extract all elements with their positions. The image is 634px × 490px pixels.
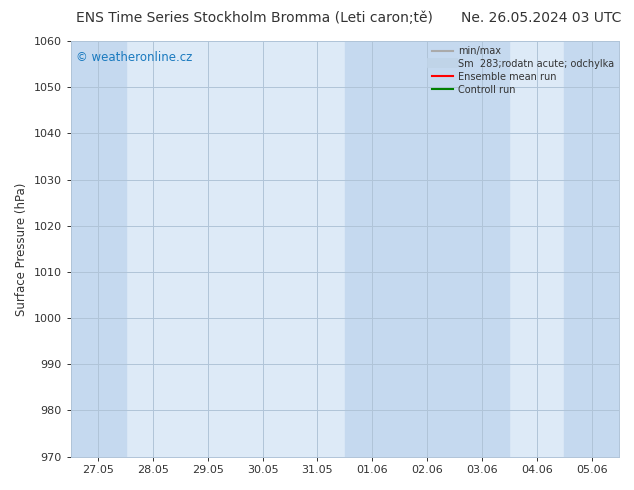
Bar: [564, 41, 619, 457]
Bar: [399, 41, 455, 457]
Text: © weatheronline.cz: © weatheronline.cz: [76, 51, 193, 65]
Bar: [345, 41, 399, 457]
Text: Ne. 26.05.2024 03 UTC: Ne. 26.05.2024 03 UTC: [461, 11, 621, 25]
Legend: min/max, Sm  283;rodatn acute; odchylka, Ensemble mean run, Controll run: min/max, Sm 283;rodatn acute; odchylka, …: [432, 46, 614, 95]
Y-axis label: Surface Pressure (hPa): Surface Pressure (hPa): [15, 182, 28, 316]
Text: ENS Time Series Stockholm Bromma (Leti caron;tě): ENS Time Series Stockholm Bromma (Leti c…: [76, 11, 433, 25]
Bar: [71, 41, 126, 457]
Bar: [455, 41, 509, 457]
